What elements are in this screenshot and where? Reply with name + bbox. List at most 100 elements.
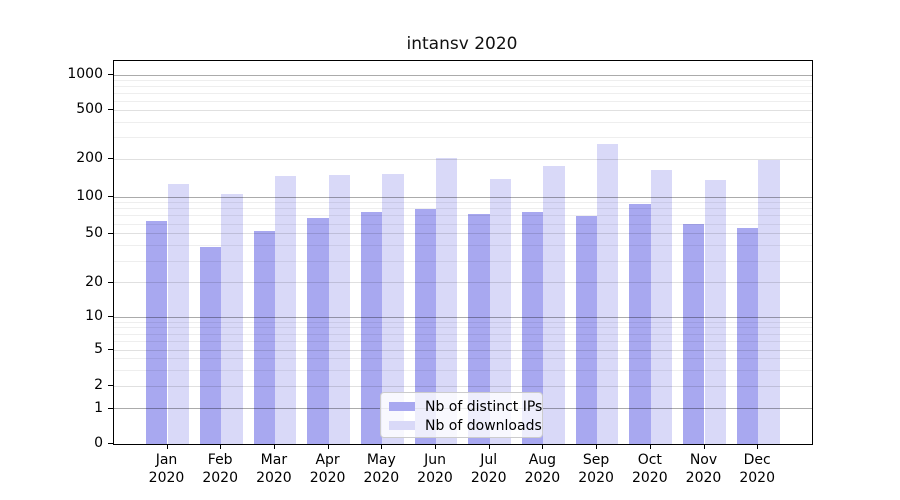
- x-tick-label-aug: Aug 2020: [500, 451, 584, 487]
- x-tick-month-nov: Nov: [689, 452, 718, 468]
- x-tick-month-mar: Mar: [260, 452, 288, 468]
- y-tick-5: [108, 349, 113, 351]
- y-tick-100: [108, 196, 113, 197]
- x-tick-feb: [220, 444, 222, 449]
- x-tick-year-may: 2020: [363, 470, 400, 486]
- bar-nb-of-distinct-ips-dec: [736, 227, 759, 445]
- legend-swatch-downloads-icon: [389, 421, 415, 430]
- bar-nb-of-distinct-ips-mar: [253, 230, 275, 445]
- x-tick-apr: [327, 444, 329, 449]
- y-tick-0: [108, 443, 113, 445]
- legend-item-distinct-ips: Nb of distinct IPs: [389, 397, 542, 416]
- x-tick-year-feb: 2020: [202, 470, 238, 486]
- bar-nb-of-downloads-feb: [221, 194, 243, 445]
- legend-label-downloads: Nb of downloads: [425, 417, 542, 434]
- bar-nb-of-distinct-ips-oct: [629, 203, 651, 445]
- x-tick-year-mar: 2020: [256, 470, 292, 486]
- y-tick-2: [108, 385, 113, 386]
- bar-nb-of-distinct-ips-jul: [468, 214, 490, 445]
- bars-layer: [114, 61, 812, 445]
- bar-nb-of-distinct-ips-aug: [522, 211, 544, 445]
- y-tick-10: [108, 316, 113, 317]
- x-tick-year-sep: 2020: [578, 470, 614, 486]
- y-tick-label-10: 10: [85, 308, 103, 324]
- bar-nb-of-distinct-ips-nov: [683, 224, 705, 445]
- y-tick-20: [108, 281, 113, 283]
- y-tick-label-2: 2: [94, 377, 103, 393]
- x-tick-jan: [166, 444, 168, 449]
- legend-item-downloads: Nb of downloads: [389, 416, 542, 435]
- y-tick-500: [108, 109, 113, 111]
- y-tick-label-5: 5: [94, 341, 103, 358]
- x-tick-month-jul: Jul: [480, 452, 498, 468]
- x-tick-label-dec: Dec 2020: [715, 451, 799, 487]
- x-tick-year-jan: 2020: [148, 470, 185, 486]
- y-tick-label-100: 100: [76, 188, 103, 204]
- x-tick-month-dec: Dec: [743, 452, 771, 468]
- bar-nb-of-distinct-ips-jun: [414, 208, 436, 445]
- bar-nb-of-downloads-jul: [489, 179, 512, 445]
- y-tick-label-20: 20: [85, 273, 103, 290]
- x-tick-month-aug: Aug: [528, 452, 557, 468]
- x-tick-year-dec: 2020: [739, 470, 775, 486]
- y-tick-label-500: 500: [76, 101, 103, 118]
- x-tick-year-apr: 2020: [309, 470, 346, 486]
- x-tick-label-feb: Feb 2020: [178, 451, 262, 487]
- bar-nb-of-downloads-jun: [436, 158, 458, 445]
- bar-nb-of-downloads-may: [382, 174, 404, 445]
- bar-nb-of-distinct-ips-may: [360, 211, 383, 445]
- x-tick-label-jul: Jul 2020: [447, 451, 531, 487]
- x-tick-month-apr: Apr: [315, 452, 340, 468]
- x-tick-year-nov: 2020: [685, 470, 722, 486]
- bar-nb-of-downloads-sep: [597, 143, 619, 445]
- x-tick-month-sep: Sep: [582, 452, 610, 468]
- x-tick-aug: [542, 444, 544, 449]
- x-tick-label-oct: Oct 2020: [608, 451, 692, 487]
- bar-nb-of-downloads-apr: [328, 175, 350, 445]
- y-tick-label-1: 1: [94, 399, 103, 416]
- x-tick-label-sep: Sep 2020: [554, 451, 638, 487]
- bar-nb-of-downloads-aug: [543, 165, 565, 445]
- plot-area: [113, 60, 813, 445]
- y-tick-50: [108, 232, 113, 234]
- bar-nb-of-downloads-jan: [167, 184, 189, 445]
- x-tick-label-mar: Mar 2020: [232, 451, 316, 487]
- y-tick-label-50: 50: [85, 224, 103, 241]
- legend-swatch-distinct-ips-icon: [389, 402, 415, 411]
- x-tick-label-may: May 2020: [339, 451, 423, 487]
- x-tick-may: [381, 444, 383, 449]
- y-tick-label-1000: 1000: [67, 66, 103, 82]
- x-tick-sep: [596, 444, 598, 449]
- bar-nb-of-distinct-ips-apr: [307, 218, 329, 445]
- bar-nb-of-downloads-oct: [650, 170, 673, 445]
- x-tick-label-jun: Jun 2020: [393, 451, 477, 487]
- legend: Nb of distinct IPs Nb of downloads: [380, 392, 543, 438]
- x-tick-year-jul: 2020: [470, 470, 507, 486]
- y-tick-200: [108, 158, 113, 160]
- x-tick-year-aug: 2020: [524, 470, 561, 486]
- x-tick-dec: [757, 444, 759, 449]
- bar-nb-of-downloads-dec: [758, 160, 780, 445]
- x-tick-jul: [488, 444, 490, 449]
- x-tick-label-jan: Jan 2020: [125, 451, 209, 487]
- y-tick-1: [108, 407, 113, 409]
- x-tick-month-may: May: [366, 452, 396, 468]
- legend-label-distinct-ips: Nb of distinct IPs: [425, 398, 543, 415]
- x-tick-month-oct: Oct: [637, 452, 662, 468]
- x-tick-oct: [649, 444, 651, 449]
- bar-nb-of-downloads-mar: [274, 176, 297, 445]
- bar-nb-of-distinct-ips-sep: [575, 215, 598, 445]
- x-tick-year-oct: 2020: [631, 470, 668, 486]
- x-tick-label-apr: Apr 2020: [286, 451, 370, 487]
- y-tick-label-200: 200: [76, 150, 103, 167]
- x-tick-nov: [703, 444, 705, 449]
- x-tick-month-jun: Jun: [424, 452, 446, 468]
- bar-nb-of-downloads-nov: [704, 179, 726, 445]
- x-tick-label-nov: Nov 2020: [662, 451, 746, 487]
- x-tick-month-feb: Feb: [207, 452, 233, 468]
- x-tick-year-jun: 2020: [417, 470, 453, 486]
- chart-title: intansv 2020: [406, 34, 518, 54]
- x-tick-mar: [273, 444, 275, 449]
- bar-nb-of-distinct-ips-feb: [199, 246, 222, 445]
